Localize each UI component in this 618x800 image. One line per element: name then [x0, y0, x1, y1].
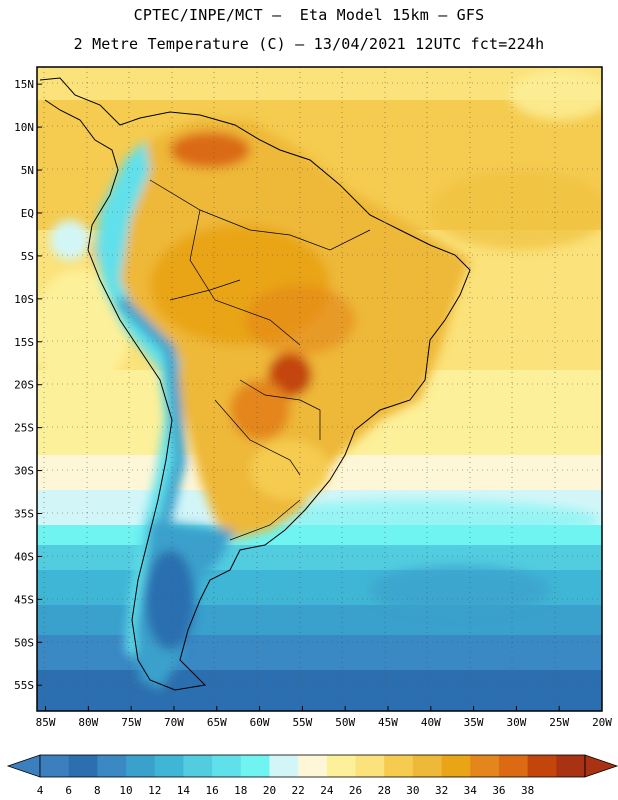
colorbar-swatch: [441, 755, 471, 777]
lat-label: 55S: [14, 679, 34, 692]
lon-label: 40W: [421, 716, 441, 729]
grid-lines: [37, 67, 602, 711]
colorbar-swatch: [40, 755, 70, 777]
colorbar-swatch: [269, 755, 299, 777]
colorbar-tick-label: 36: [492, 784, 505, 797]
colorbar-tick-label: 22: [292, 784, 305, 797]
lat-label: 50S: [14, 636, 34, 649]
colorbar-swatch: [412, 755, 443, 777]
lat-label: 5S: [21, 250, 34, 263]
colorbar-tick-label: 14: [177, 784, 191, 797]
lon-label: 20W: [592, 716, 612, 729]
colorbar-tick-label: 12: [148, 784, 161, 797]
colorbar-tick-label: 30: [406, 784, 419, 797]
colorbar-tick-label: 38: [521, 784, 534, 797]
colorbar-swatch: [154, 755, 184, 777]
lat-label: 5N: [21, 164, 34, 177]
lon-label: 70W: [164, 716, 184, 729]
lat-label: 40S: [14, 550, 34, 563]
map-frame: [36, 66, 603, 712]
lat-label: 10S: [14, 293, 34, 306]
lon-label: 45W: [378, 716, 398, 729]
lat-label: EQ: [21, 207, 34, 220]
lon-label: 50W: [335, 716, 355, 729]
colorbar-swatch: [470, 755, 500, 777]
colorbar: 4 6 8 10 12 14 16 18 20 22 24 26 28 30 32 34 36 38: [6, 754, 618, 797]
colorbar-tick-label: 6: [65, 784, 72, 797]
colorbar-tick-label: 8: [94, 784, 101, 797]
colorbar-tick-label: 32: [435, 784, 448, 797]
lat-label: 20S: [14, 379, 34, 392]
lon-label: 85W: [36, 716, 56, 729]
colorbar-swatch: [498, 755, 529, 777]
colorbar-swatch: [97, 755, 127, 777]
colorbar-swatch: [212, 755, 242, 777]
colorbar-tick-label: 26: [349, 784, 362, 797]
colorbar-tick-label: 28: [378, 784, 391, 797]
colorbar-tick-label: 18: [234, 784, 247, 797]
colorbar-swatch: [527, 755, 557, 777]
lon-label: 60W: [250, 716, 270, 729]
colorbar-over-arrow: [584, 754, 618, 778]
lat-label: 35S: [14, 508, 34, 521]
colorbar-swatch: [326, 755, 357, 777]
lat-label: 10N: [14, 121, 34, 134]
colorbar-under-arrow: [6, 754, 41, 778]
map-title: CPTEC/INPE/MCT – Eta Model 15km – GFS: [133, 6, 485, 24]
colorbar-tick-label: 16: [205, 784, 218, 797]
colorbar-tick-label: 20: [263, 784, 276, 797]
colorbar-tick-label: 10: [119, 784, 132, 797]
lon-label: 80W: [78, 716, 98, 729]
lat-label: 30S: [14, 465, 34, 478]
latitude-axis: 15N 10N 5N EQ 5S 10S 15S 20S 25S 30S 35S 40S 45S 50S 5…: [14, 78, 42, 692]
colorbar-tick-label: 34: [464, 784, 478, 797]
colorbar-swatch: [384, 755, 414, 777]
lat-label: 45S: [14, 593, 34, 606]
colorbar-swatch: [556, 755, 586, 777]
lon-label: 30W: [506, 716, 526, 729]
colorbar-swatch: [68, 755, 98, 777]
lat-label: 15S: [14, 336, 34, 349]
colorbar-tick-label: 24: [320, 784, 334, 797]
colorbar-frame: [39, 754, 586, 778]
temperature-field: [37, 67, 602, 711]
colorbar-tick-label: 4: [37, 784, 44, 797]
lon-label: 35W: [464, 716, 484, 729]
colorbar-swatch: [240, 755, 270, 777]
lon-label: 65W: [207, 716, 227, 729]
longitude-axis: 85W 80W 75W 70W 65W 60W 55W 50W 45W 40W 35W 30W 25W 2…: [36, 706, 612, 729]
map-subtitle: 2 Metre Temperature (C) – 13/04/2021 12U…: [73, 35, 545, 53]
colorbar-swatch: [355, 755, 385, 777]
lat-label: 15N: [14, 78, 34, 91]
lon-label: 25W: [549, 716, 569, 729]
colorbar-swatch: [126, 755, 156, 777]
lat-label: 25S: [14, 422, 34, 435]
lon-label: 75W: [121, 716, 141, 729]
colorbar-swatch: [298, 755, 328, 777]
colorbar-swatch: [183, 755, 213, 777]
lon-label: 55W: [292, 716, 312, 729]
